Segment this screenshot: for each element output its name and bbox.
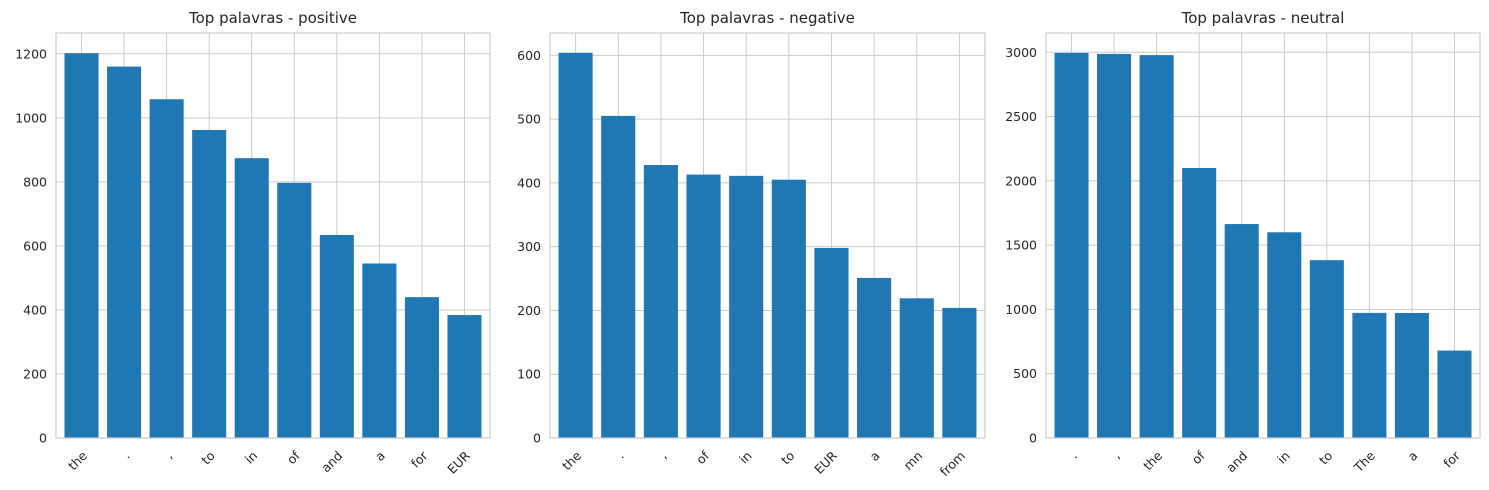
x-tick-label: , [656,448,669,461]
bars [1054,52,1472,439]
x-tick-label: a [372,448,388,464]
chart-panel-3: 0 500 1000 1500 2000 2500 3000., the of and in to Th… [1005,9,1481,476]
x-tick-label: in [242,448,261,467]
y-tick-label: 1000 [15,110,47,125]
x-tick-label: . [119,448,132,461]
chart-title: Top palavras - neutral [1181,9,1345,27]
chart-panel-2: 0 100 200 300 400 500 600 the., of in to EUR a mn from… [517,9,986,479]
y-tick-label: 0 [39,431,47,446]
chart-title: Top palavras - positive [188,9,357,27]
y-tick-label: 300 [517,239,541,254]
bar-of [277,182,312,438]
x-tick-label: for [1440,447,1463,470]
bar-the [1139,55,1174,438]
plot-frame [55,32,491,439]
bar-of [1182,168,1217,438]
bar-to [1309,260,1344,438]
x-tick-label: EUR [811,448,840,477]
bar-in [1267,232,1302,438]
x-tick-label: to [198,448,217,467]
y-tick-label: 600 [517,48,541,63]
bar-to [192,130,227,438]
y-tick-label: 400 [517,175,541,190]
x-tick-label: , [162,448,175,461]
bar-the [64,53,99,439]
y-tick-label: 100 [517,367,541,382]
x-tick-label: of [1189,448,1209,468]
y-tick-label: 0 [533,431,541,446]
bar-EUR [814,247,849,438]
y-tick-label: 500 [1013,366,1037,381]
x-tick-label: from [937,448,968,479]
bars [558,52,977,438]
bar-of [686,174,721,438]
x-tick-label: EUR [444,448,473,477]
bar-, [149,99,184,438]
y-tick-label: 1000 [1005,302,1037,317]
y-tick-label: 3000 [1005,45,1037,60]
plot-frame [1045,32,1481,439]
x-tick-label: for [408,447,431,470]
bar-EUR [447,315,482,438]
y-tick-label: 200 [23,366,47,381]
bar-and [1224,224,1259,438]
bar-. [601,115,636,438]
bar-in [729,175,764,438]
bar-for [1437,350,1472,438]
y-tick-label: 0 [1029,431,1037,446]
bar-. [107,66,142,438]
bar-, [1097,53,1132,438]
bar-a [1394,313,1429,438]
plot-frame [549,32,986,439]
bar-in [234,158,269,438]
y-tick-label: 400 [23,302,47,317]
x-tick-label: to [778,448,797,467]
bar-. [1054,52,1089,439]
x-tick-label: the [559,448,584,473]
bar-a [362,263,397,438]
y-tick-label: 500 [517,112,541,127]
x-tick-label: mn [901,448,926,473]
bar-and [319,235,354,438]
x-tick-label: the [1140,448,1165,473]
x-tick-label: a [1404,448,1420,464]
chart-title: Top palavras - negative [679,9,855,27]
bar-from [942,307,977,438]
bar-mn [899,298,934,438]
bars [64,53,482,439]
x-tick-label: , [1109,448,1122,461]
bar-for [404,297,439,438]
x-tick-label: and [1223,448,1250,475]
y-tick-label: 200 [517,303,541,318]
bar-to [771,179,806,438]
x-tick-label: . [1067,448,1080,461]
bar-a [857,277,892,438]
bar-the [558,52,593,438]
x-tick-label: to [1316,448,1335,467]
x-tick-label: and [318,448,345,475]
y-tick-label: 2000 [1005,173,1037,188]
x-tick-label: in [736,448,755,467]
x-tick-label: . [613,448,626,461]
x-tick-label: The [1350,448,1378,476]
x-tick-label: the [65,448,90,473]
x-tick-label: of [693,448,713,468]
bar-The [1352,312,1387,438]
y-tick-label: 800 [23,174,47,189]
x-tick-label: of [284,448,304,468]
y-tick-label: 2500 [1005,109,1037,124]
chart-panel-1: 0 200 400 600 800 1000 1200 the., to in of and a for E… [15,9,491,477]
y-tick-label: 1200 [15,46,47,61]
x-tick-label: a [867,448,883,464]
y-tick-label: 1500 [1005,238,1037,253]
bar-, [643,165,678,438]
x-tick-label: in [1274,448,1293,467]
y-tick-label: 600 [23,238,47,253]
